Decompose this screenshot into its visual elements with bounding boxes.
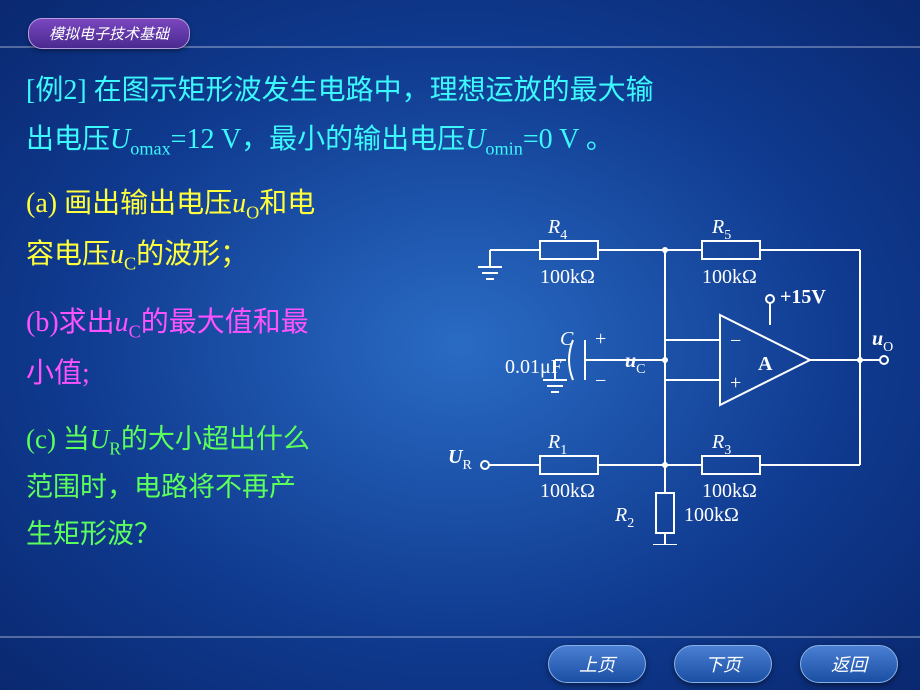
b-t2: 的最大值和最	[141, 307, 309, 338]
course-title-pill: 模拟电子技术基础	[28, 18, 190, 49]
c-t3: 范围时，电路将不再产	[26, 472, 296, 502]
a-uo-sub: O	[246, 203, 259, 223]
c-t1: (c) 当	[26, 424, 90, 454]
svg-text:100kΩ: 100kΩ	[702, 266, 757, 288]
c-ur-sub: R	[109, 438, 121, 458]
problem-line2a: 出电压	[26, 124, 110, 155]
svg-text:100kΩ: 100kΩ	[684, 504, 739, 526]
header-bar: 模拟电子技术基础	[0, 0, 920, 48]
svg-text:R4: R4	[547, 216, 567, 243]
svg-text:C: C	[560, 328, 574, 350]
a-uo: u	[232, 188, 246, 219]
c-t2: 的大小超出什么	[121, 424, 310, 454]
svg-text:100kΩ: 100kΩ	[702, 480, 757, 502]
problem-statement: [例2] 在图示矩形波发生电路中，理想运放的最大输 出电压Uomax=12 V，…	[26, 66, 894, 165]
b-uc: u	[115, 307, 129, 338]
u-omax: U	[110, 124, 130, 155]
b-t1: (b)求出	[26, 307, 115, 338]
part-a: (a) 画出输出电压uO和电 容电压uC的波形；	[26, 179, 406, 280]
eq1: =12 V，最小的输出电压	[171, 124, 466, 155]
c-t4: 生矩形波？	[26, 519, 161, 549]
footer-nav: 上页 下页 返回	[0, 636, 920, 690]
next-button[interactable]: 下页	[674, 645, 772, 683]
svg-text:R1: R1	[547, 431, 567, 458]
svg-text:UR: UR	[448, 446, 472, 473]
prev-button[interactable]: 上页	[548, 645, 646, 683]
svg-text:+: +	[595, 328, 606, 350]
svg-text:A: A	[758, 353, 773, 375]
u-omax-sub: omax	[130, 139, 170, 159]
problem-line1: [例2] 在图示矩形波发生电路中，理想运放的最大输	[26, 75, 654, 106]
svg-text:−: −	[595, 370, 606, 392]
b-uc-sub: C	[129, 322, 141, 342]
svg-text:0.01μF: 0.01μF	[505, 356, 562, 378]
u-omin-sub: omin	[485, 139, 522, 159]
a-uc: u	[110, 239, 124, 270]
u-omin: U	[465, 124, 485, 155]
eq2: =0 V 。	[523, 124, 614, 155]
svg-text:−: −	[730, 330, 741, 352]
back-button[interactable]: 返回	[800, 645, 898, 683]
svg-text:R3: R3	[711, 431, 731, 458]
a-t1: (a) 画出输出电压	[26, 188, 232, 219]
a-t3: 容电压	[26, 239, 110, 270]
svg-text:uC: uC	[625, 350, 645, 377]
svg-text:100kΩ: 100kΩ	[540, 480, 595, 502]
svg-text:+: +	[730, 372, 741, 394]
a-t4: 的波形；	[136, 239, 248, 270]
b-t3: 小值;	[26, 358, 90, 389]
part-b: (b)求出uC的最大值和最 小值;	[26, 298, 406, 397]
a-uc-sub: C	[124, 253, 136, 273]
svg-text:uO: uO	[872, 328, 893, 355]
svg-text:R5: R5	[711, 216, 731, 243]
part-c: (c) 当UR的大小超出什么 范围时，电路将不再产 生矩形波？	[26, 416, 406, 559]
svg-text:+15V: +15V	[780, 286, 826, 308]
a-t2: 和电	[259, 188, 315, 219]
svg-text:R2: R2	[614, 504, 634, 531]
c-ur: U	[90, 424, 110, 454]
circuit-diagram: R4 100kΩ R5 100kΩ R1 100kΩ R3 100kΩ R2 1…	[440, 205, 900, 545]
svg-text:100kΩ: 100kΩ	[540, 266, 595, 288]
